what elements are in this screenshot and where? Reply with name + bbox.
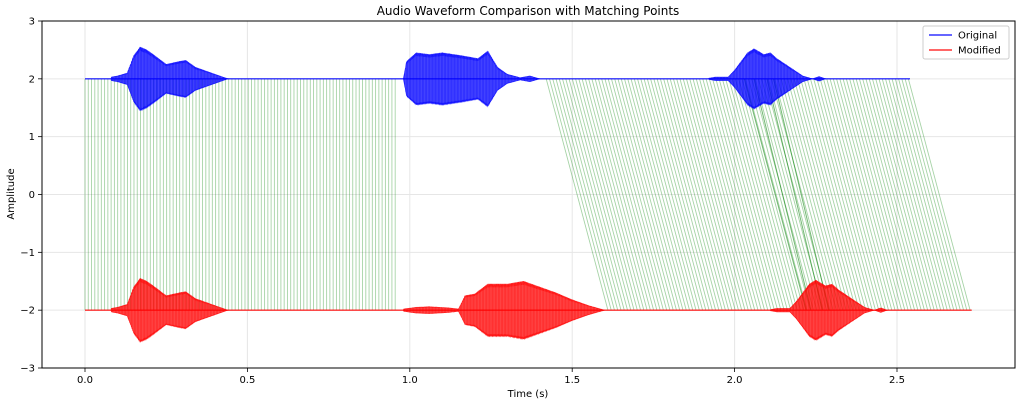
y-tick-label: −2: [20, 306, 35, 317]
y-tick-label: 0: [29, 190, 35, 201]
x-axis-ticks: 0.0 0.5 1.0 1.5 2.0 2.5: [77, 368, 905, 386]
y-axis-label: Amplitude: [6, 168, 17, 219]
y-tick-label: −3: [20, 364, 35, 375]
x-tick-label: 2.5: [889, 375, 905, 386]
chart-title: Audio Waveform Comparison with Matching …: [377, 4, 680, 18]
waveforms: [85, 46, 972, 343]
original-waveform: [85, 46, 910, 112]
x-tick-label: 1.0: [402, 375, 418, 386]
legend: Original Modified: [922, 25, 1010, 60]
modified-waveform: [85, 278, 972, 343]
y-tick-label: 1: [29, 132, 35, 143]
legend-original-label: Original: [958, 31, 997, 42]
y-tick-label: −1: [20, 248, 35, 259]
x-axis-label: Time (s): [507, 389, 549, 400]
x-tick-label: 2.0: [727, 375, 743, 386]
y-tick-label: 2: [29, 74, 35, 85]
y-axis-ticks: −3 −2 −1 0 1 2 3: [20, 17, 42, 375]
y-tick-label: 3: [29, 17, 35, 28]
matching-lines: [84, 78, 971, 311]
x-tick-label: 1.5: [564, 375, 580, 386]
x-tick-label: 0.0: [77, 375, 93, 386]
x-tick-label: 0.5: [239, 375, 255, 386]
legend-modified-label: Modified: [958, 46, 1001, 57]
